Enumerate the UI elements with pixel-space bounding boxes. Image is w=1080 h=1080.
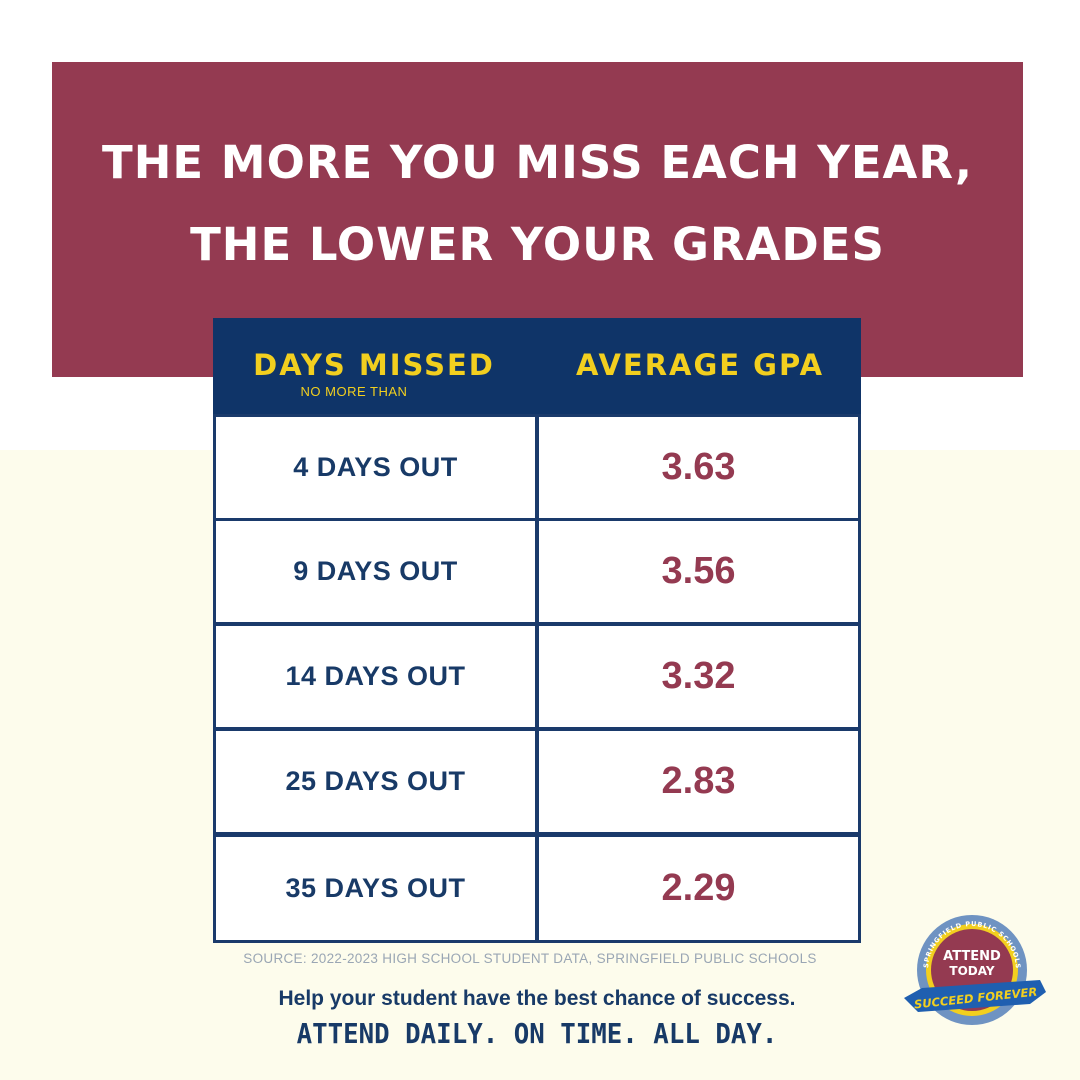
logo-ribbon	[904, 980, 1046, 1012]
attend-today-logo: SPRINGFIELD PUBLIC SCHOOLS ATTEND TODAY …	[904, 915, 1046, 1025]
days-cell: 25 DAYS OUT	[216, 731, 535, 832]
days-cell: 14 DAYS OUT	[216, 626, 535, 727]
call-to-action: ATTEND DAILY. ON TIME. ALL DAY.	[296, 1017, 778, 1050]
logo-line-2: TODAY	[949, 964, 994, 978]
table-row: 4 DAYS OUT 3.63	[213, 417, 861, 518]
gpa-cell: 2.83	[539, 731, 858, 832]
gpa-table: DAYS MISSED NO MORE THAN AVERAGE GPA 4 D…	[213, 318, 861, 943]
header-gpa-label: AVERAGE GPA	[575, 348, 825, 382]
table-row: 14 DAYS OUT 3.32	[213, 626, 861, 727]
gpa-cell: 3.32	[539, 626, 858, 727]
gpa-cell: 3.56	[539, 521, 858, 622]
gpa-cell: 3.63	[539, 417, 858, 518]
table-row: 35 DAYS OUT 2.29	[213, 837, 861, 940]
header-days-sublabel: NO MORE THAN	[300, 384, 408, 399]
page-title: THE MORE YOU MISS EACH YEAR, THE LOWER Y…	[52, 122, 1023, 286]
header-days-label: DAYS MISSED	[253, 348, 495, 382]
gpa-cell: 2.29	[539, 837, 858, 940]
days-cell: 35 DAYS OUT	[216, 837, 535, 940]
help-text: Help your student have the best chance o…	[278, 987, 796, 1010]
table-header: DAYS MISSED NO MORE THAN AVERAGE GPA	[213, 318, 861, 414]
header-average-gpa: AVERAGE GPA	[539, 318, 861, 414]
logo-line-1: ATTEND	[943, 949, 1001, 964]
header-days-missed: DAYS MISSED NO MORE THAN	[213, 318, 535, 414]
source-note: SOURCE: 2022-2023 HIGH SCHOOL STUDENT DA…	[243, 951, 817, 966]
days-cell: 4 DAYS OUT	[216, 417, 535, 518]
title-line-1: THE MORE YOU MISS EACH YEAR,	[102, 136, 973, 189]
days-cell: 9 DAYS OUT	[216, 521, 535, 622]
table-row: 25 DAYS OUT 2.83	[213, 731, 861, 832]
title-line-2: THE LOWER YOUR GRADES	[190, 218, 885, 271]
table-row: 9 DAYS OUT 3.56	[213, 521, 861, 622]
